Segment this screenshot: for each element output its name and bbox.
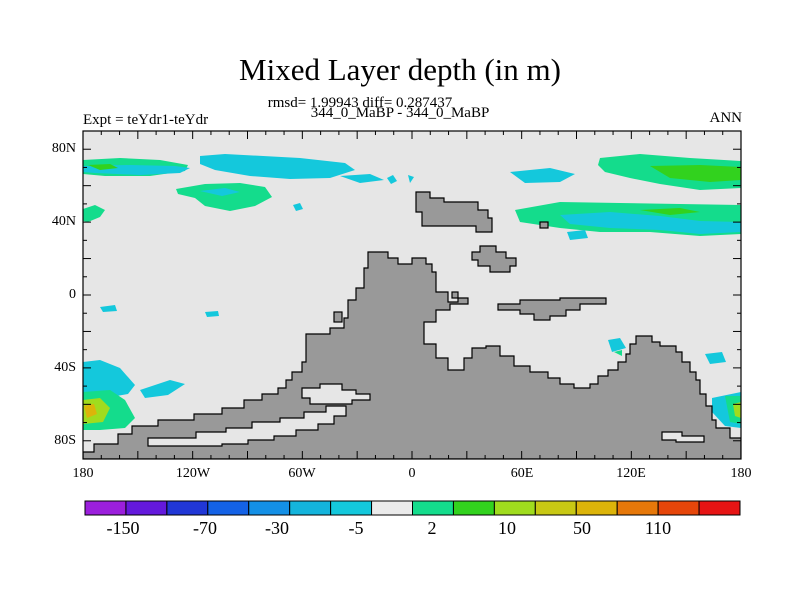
- colorbar-swatch: [493, 500, 536, 516]
- colorbar-label: -150: [106, 518, 140, 538]
- colorbar-label: 50: [573, 518, 591, 538]
- colorbar-swatch: [371, 500, 413, 516]
- colorbar-swatch: [84, 500, 127, 516]
- anomaly-patch: [200, 188, 240, 196]
- anomaly-patch: [567, 230, 588, 240]
- colorbar-swatch: [207, 500, 250, 516]
- anomaly-patch: [640, 208, 700, 215]
- experiment-label: Expt = teYdr1-teYdr: [83, 112, 209, 128]
- colorbar-swatch: [575, 500, 618, 516]
- anomaly-patch: [614, 350, 622, 356]
- plot-title: Mixed Layer depth (in m): [239, 52, 561, 87]
- x-tick-label: 60E: [510, 466, 534, 481]
- colorbar-label: -30: [265, 518, 289, 538]
- x-tick-label: 120W: [175, 466, 211, 481]
- land-mass-main: [83, 251, 741, 459]
- colorbar-swatch: [125, 500, 168, 516]
- colorbar-swatch: [248, 500, 291, 516]
- anomaly-patch: [84, 404, 97, 418]
- island: [451, 291, 459, 299]
- anomaly-patch: [705, 352, 726, 364]
- colorbar-label: -5: [348, 518, 364, 538]
- y-tick-label: 80N: [51, 141, 76, 156]
- season-label: ANN: [709, 110, 743, 126]
- colorbar: [84, 500, 741, 516]
- colorbar-swatch: [616, 500, 659, 516]
- anomaly-patch: [608, 338, 626, 352]
- ocean-inlet: [147, 405, 347, 447]
- anomaly-patch: [140, 380, 185, 398]
- y-tick-label: 40N: [51, 214, 76, 229]
- anomaly-patch: [88, 164, 118, 170]
- x-tick-label: 180: [72, 466, 94, 481]
- rmsd-stats: rmsd= 1.99943 diff= 0.287437: [267, 95, 453, 111]
- anomaly-patch: [100, 305, 117, 312]
- anomaly-patch: [510, 168, 575, 183]
- y-tick-label: 0: [69, 287, 76, 302]
- anomaly-patch: [83, 205, 105, 222]
- anomaly-patch: [408, 175, 414, 183]
- land-mass-south-asia-australia: [497, 297, 607, 321]
- anomaly-patch: [340, 174, 384, 183]
- x-tick-label: 180: [730, 466, 752, 481]
- colorbar-label: 2: [427, 518, 437, 538]
- anomaly-patch: [650, 165, 741, 182]
- colorbar-swatch: [166, 500, 209, 516]
- anomaly-patch: [176, 183, 272, 211]
- colorbar-swatch: [412, 500, 454, 516]
- y-tick-label: 40S: [54, 360, 76, 375]
- y-tick-label: 80S: [54, 433, 76, 448]
- colorbar-label: 10: [498, 518, 516, 538]
- anomaly-patch: [200, 154, 355, 179]
- anomaly-patch: [293, 203, 303, 211]
- x-tick-label: 60W: [288, 466, 316, 481]
- anomaly-patch: [205, 311, 219, 317]
- plot-subtitle: 344_0_MaBP - 344_0_MaBP: [310, 105, 490, 121]
- ocean-inlets: [147, 383, 705, 447]
- anomaly-patch: [83, 360, 135, 398]
- island: [333, 311, 343, 323]
- ocean-inlet: [661, 431, 705, 443]
- land-masses: [83, 191, 741, 459]
- anomaly-patch: [387, 175, 397, 184]
- anomaly-patch: [560, 212, 741, 234]
- small-islands: [333, 221, 549, 323]
- land-mass-europe-asia: [415, 191, 493, 233]
- colorbar-swatch: [534, 500, 577, 516]
- axis-ticks: [82, 130, 742, 460]
- colorbar-swatch: [657, 500, 700, 516]
- x-tick-label: 120E: [616, 466, 646, 481]
- colorbar-label: -70: [193, 518, 217, 538]
- colorbar-label: 110: [644, 518, 672, 538]
- colorbar-swatch: [698, 500, 741, 516]
- land-mass-east-asia: [471, 245, 517, 273]
- anomaly-patches: [83, 154, 741, 430]
- map-field: [83, 131, 741, 459]
- colorbar-swatch: [330, 500, 373, 516]
- colorbar-swatch: [452, 500, 495, 516]
- colorbar-swatch: [289, 500, 332, 516]
- x-tick-label: 0: [408, 466, 416, 481]
- anomaly-patch: [733, 402, 741, 418]
- island: [539, 221, 549, 229]
- ocean-inlet: [301, 383, 371, 405]
